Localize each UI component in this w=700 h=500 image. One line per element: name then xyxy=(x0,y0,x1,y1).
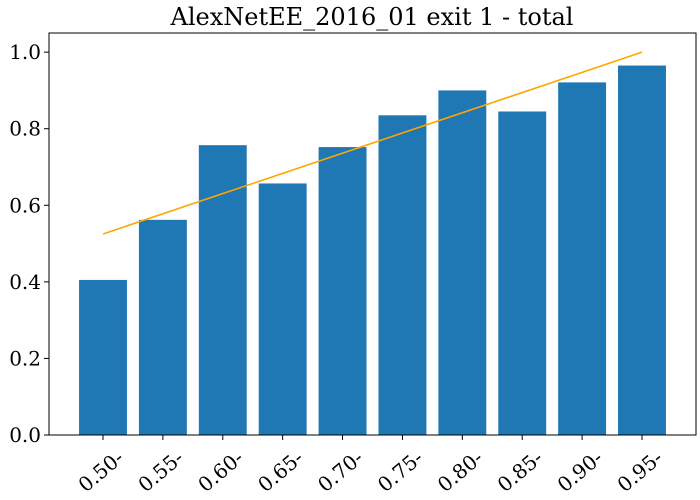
x-tick-label: 0.80- xyxy=(433,445,488,496)
bar-085 xyxy=(498,111,547,436)
bar-075 xyxy=(378,115,427,435)
bar-050 xyxy=(79,279,127,435)
x-tick-label: 0.60- xyxy=(193,445,248,496)
y-axis: 0.0 0.2 0.4 0.6 0.8 1.0 xyxy=(9,40,49,447)
y-tick-label: 0.4 xyxy=(9,270,41,294)
bar-070 xyxy=(318,147,367,435)
y-tick-label: 0.0 xyxy=(9,423,41,447)
bar-055 xyxy=(138,219,187,435)
x-tick-label: 0.65- xyxy=(253,445,308,496)
x-axis: 0.50- 0.55- 0.60- 0.65- 0.70- 0.75- 0.80- 0.85-… xyxy=(73,435,667,497)
bar-065 xyxy=(258,183,307,435)
x-tick-label: 0.90- xyxy=(553,445,608,496)
chart-title: AlexNetEE_2016_01 exit 1 - total xyxy=(170,3,574,31)
x-tick-label: 0.75- xyxy=(373,445,428,496)
trend-line xyxy=(102,51,643,235)
y-tick-label: 0.6 xyxy=(9,193,41,217)
x-tick-label: 0.50- xyxy=(73,445,128,496)
y-tick-label: 0.2 xyxy=(9,346,41,370)
bar-080 xyxy=(438,90,487,436)
x-tick-label: 0.95- xyxy=(612,445,667,496)
bar-095 xyxy=(618,65,666,435)
y-tick-label: 0.8 xyxy=(9,117,41,141)
x-tick-label: 0.85- xyxy=(493,445,548,496)
plot-frame xyxy=(48,32,697,436)
x-tick-label: 0.55- xyxy=(133,445,188,496)
reference-line-group xyxy=(102,51,643,235)
x-tick-label: 0.70- xyxy=(313,445,368,496)
y-tick-label: 1.0 xyxy=(9,40,41,64)
bars-group xyxy=(79,65,666,436)
bar-090 xyxy=(558,82,607,435)
